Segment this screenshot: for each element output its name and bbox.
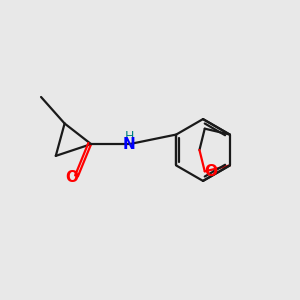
- Text: N: N: [123, 136, 136, 152]
- Text: H: H: [125, 130, 134, 143]
- Text: O: O: [65, 170, 78, 185]
- Text: O: O: [205, 164, 218, 179]
